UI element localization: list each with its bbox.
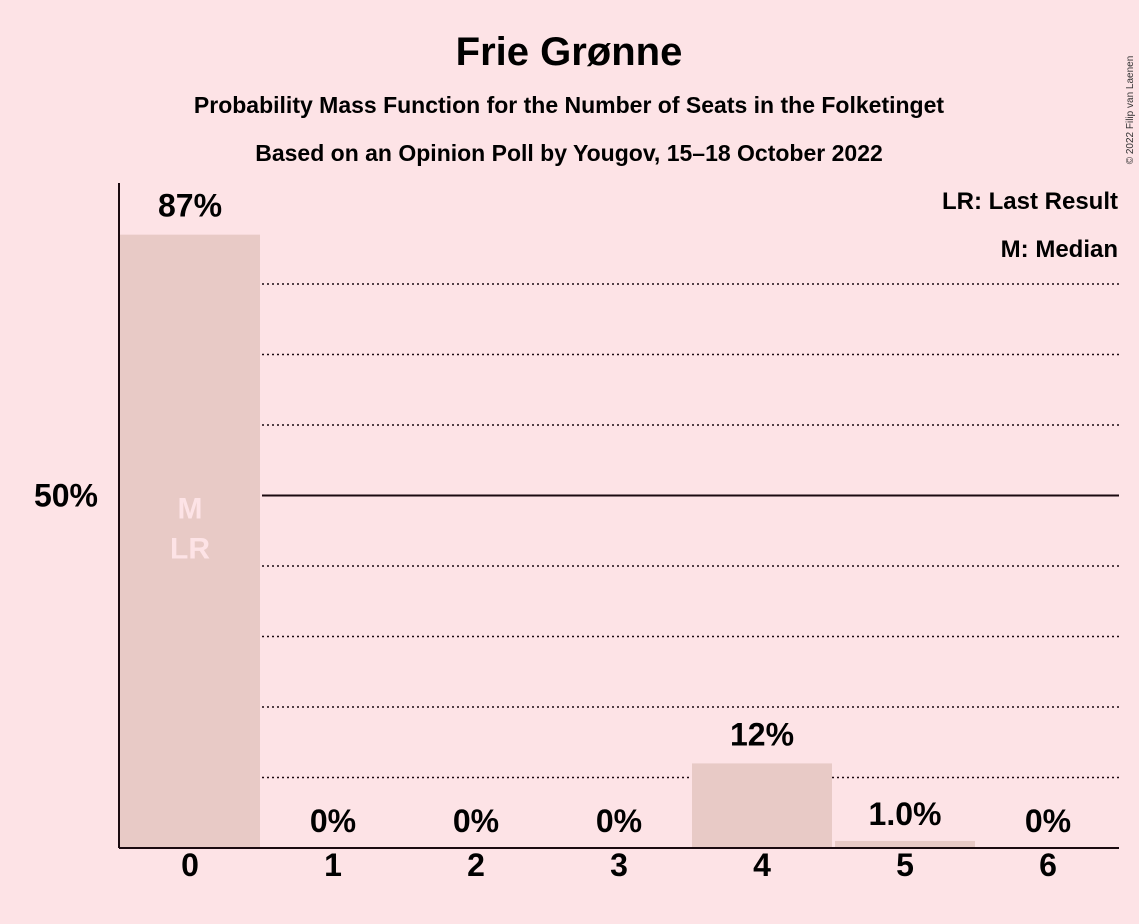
x-tick-4: 4 — [753, 847, 771, 883]
value-label-3: 0% — [596, 803, 642, 839]
value-labels: 87% 0% 0% 0% 12% 1.0% 0% M LR — [158, 188, 1071, 839]
value-label-6: 0% — [1025, 803, 1071, 839]
legend-last-result: LR: Last Result — [942, 188, 1118, 215]
bar-5 — [835, 840, 975, 848]
x-tick-1: 1 — [324, 847, 342, 883]
value-label-5: 1.0% — [869, 796, 942, 832]
value-label-0: 87% — [158, 188, 222, 224]
copyright-note: © 2022 Filip van Laenen — [1125, 56, 1136, 165]
bars — [120, 234, 975, 848]
x-tick-5: 5 — [896, 847, 914, 883]
x-tick-6: 6 — [1039, 847, 1057, 883]
x-tick-2: 2 — [467, 847, 485, 883]
chart-subtitle: Probability Mass Function for the Number… — [194, 92, 944, 118]
chart-title: Frie Grønne — [456, 30, 683, 74]
y-tick-label-50: 50% — [34, 478, 98, 514]
value-label-4: 12% — [730, 716, 794, 752]
grid-lines — [262, 283, 1119, 779]
last-result-marker: LR — [170, 533, 210, 566]
bar-0 — [120, 234, 260, 848]
chart-subtitle-source: Based on an Opinion Poll by Yougov, 15–1… — [255, 140, 883, 166]
x-tick-labels: 0 1 2 3 4 5 6 — [181, 847, 1057, 883]
value-label-2: 0% — [453, 803, 499, 839]
x-tick-0: 0 — [181, 847, 199, 883]
bar-4 — [692, 763, 832, 848]
legend-median: M: Median — [1001, 236, 1118, 263]
median-marker: M — [178, 493, 203, 526]
value-label-1: 0% — [310, 803, 356, 839]
x-tick-3: 3 — [610, 847, 628, 883]
